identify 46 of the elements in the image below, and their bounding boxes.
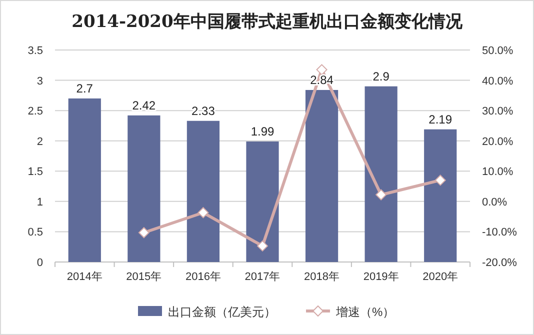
x-tick-label: 2019年 (363, 271, 399, 283)
bar (128, 115, 160, 262)
y2-tick-label: 10.0% (482, 166, 514, 178)
y-tick-label: 3.5 (28, 45, 43, 57)
bar (364, 86, 398, 262)
point (198, 207, 209, 218)
chart-title: 2014-2020年中国履带式起重机出口金额变化情况 (72, 12, 464, 32)
y-tick-label: 0.5 (28, 226, 43, 239)
data-label: 1.99 (250, 124, 274, 138)
point (257, 240, 268, 252)
x-tick-label: 2018年 (304, 271, 340, 283)
data-label: 2.7 (76, 81, 94, 96)
point (316, 64, 328, 76)
point (376, 189, 387, 200)
x-tick-label: 2020年 (422, 271, 458, 283)
y-tick-label: 3 (36, 75, 43, 88)
x-tick-label: 2015年 (126, 271, 162, 283)
y-tick-label: 2 (36, 136, 43, 148)
point (138, 227, 150, 238)
data-label: 2.9 (372, 69, 390, 84)
y2-tick-label: -20.0% (482, 257, 518, 269)
y2-tick-label: 50.0% (482, 45, 514, 57)
y2-tick-label: 20.0% (482, 136, 514, 148)
y2-tick-label: 40.0% (482, 75, 514, 88)
bar (186, 120, 220, 262)
x-tick-label: 2016年 (185, 271, 221, 283)
y-tick-label: 1.5 (28, 166, 43, 178)
x-tick-label: 2014年 (66, 271, 102, 283)
y2-tick-label: 0.0% (482, 196, 508, 208)
bar (424, 129, 457, 262)
legend-label: 出口金额（亿美元） (168, 305, 276, 319)
data-label: 2.19 (428, 112, 452, 126)
bar (305, 90, 338, 262)
data-label: 2.84 (310, 72, 334, 87)
point (434, 174, 446, 186)
y2-tick-label: -10.0% (482, 226, 518, 239)
data-label: 2.33 (192, 104, 216, 118)
data-label: 2.42 (132, 98, 156, 112)
y-tick-label: 0 (36, 257, 43, 269)
x-tick-label: 2017年 (244, 271, 280, 283)
legend-label: 增速（%） (335, 305, 395, 319)
bar (246, 141, 279, 262)
y-tick-label: 1 (36, 196, 43, 208)
y-tick-label: 2.5 (28, 106, 43, 118)
y2-tick-label: 30.0% (482, 106, 514, 118)
bar (68, 98, 101, 262)
